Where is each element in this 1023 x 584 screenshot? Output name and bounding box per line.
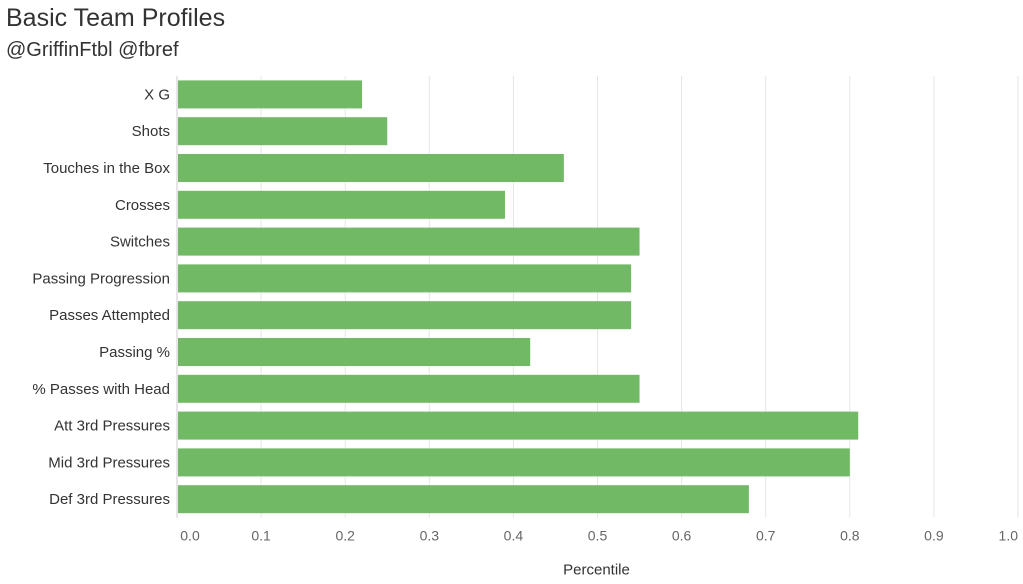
category-label: Passes Attempted [49,307,170,324]
bar[interactable] [178,338,531,366]
bar[interactable] [178,154,564,182]
bar[interactable] [178,448,850,477]
bar[interactable] [178,227,640,256]
category-label: Passing Progression [32,270,170,287]
grid-lines [260,76,1019,518]
x-tick-label: 0.6 [672,528,692,544]
category-label: Passing % [99,344,170,361]
chart-title: Basic Team Profiles [6,4,226,32]
chart-subtitle: @GriffinFtbl @fbref [6,39,179,61]
bars [178,80,859,514]
category-labels: X G Shots Touches in the Box Crosses Switche… [32,86,170,508]
x-tick-label: 0.5 [588,528,608,544]
category-label: Att 3rd Pressures [54,418,170,435]
category-label: Shots [132,123,170,140]
bar[interactable] [178,301,632,330]
x-tick-label: 0.0 [180,528,200,544]
x-tick-label: 1.0 [999,528,1019,544]
x-axis-title: Percentile [563,562,630,579]
category-label: Touches in the Box [43,160,170,177]
bar[interactable] [178,485,749,514]
bar[interactable] [178,374,640,403]
x-tick-label: 0.4 [504,528,524,544]
bar[interactable] [178,264,632,293]
category-label: Def 3rd Pressures [49,491,170,508]
bar[interactable] [178,80,363,109]
bar[interactable] [178,190,505,219]
category-label: X G [144,86,170,103]
x-tick-label: 0.2 [335,528,355,544]
x-tick-label: 0.8 [840,528,860,544]
category-label: Switches [110,234,170,251]
category-label: % Passes with Head [32,381,170,398]
category-label: Mid 3rd Pressures [48,454,170,471]
x-tick-label: 0.1 [251,528,271,544]
bar[interactable] [178,117,388,146]
x-tick-label: 0.3 [420,528,440,544]
x-tick-label: 0.9 [924,528,944,544]
bar[interactable] [178,411,859,440]
category-label: Crosses [115,197,170,214]
x-tick-label: 0.7 [756,528,776,544]
x-tick-labels: 0.0 0.1 0.2 0.3 0.4 0.5 0.6 0.7 0.8 0.9 1.0 [180,528,1018,544]
